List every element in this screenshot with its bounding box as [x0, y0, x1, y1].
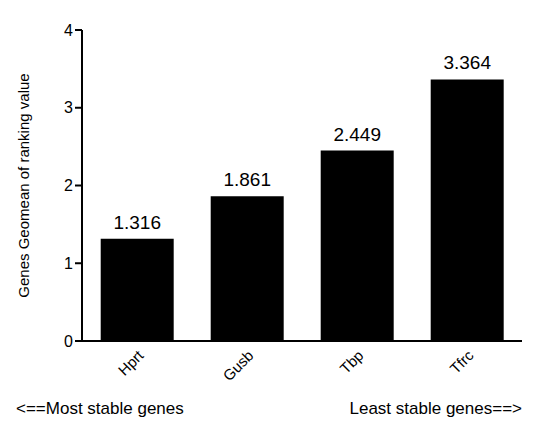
- svg-text:Genes Geomean of ranking value: Genes Geomean of ranking value: [15, 73, 32, 297]
- svg-text:0: 0: [64, 333, 73, 350]
- svg-text:4: 4: [64, 22, 73, 39]
- svg-text:Hprt: Hprt: [115, 346, 148, 379]
- html-text:<==Most stable genes: <==Most stable genes: [16, 399, 184, 418]
- svg-text:2.449: 2.449: [333, 124, 381, 145]
- html-text:Least stable genes==>: Least stable genes==>: [349, 399, 522, 418]
- svg-text:1.861: 1.861: [223, 169, 271, 190]
- svg-text:2: 2: [64, 177, 73, 194]
- svg-text:3: 3: [64, 99, 73, 116]
- svg-text:1: 1: [64, 255, 73, 272]
- svg-text:Tbp: Tbp: [336, 347, 366, 377]
- svg-text:1.316: 1.316: [113, 212, 161, 233]
- svg-text:3.364: 3.364: [443, 52, 491, 73]
- svg-text:Gusb: Gusb: [219, 347, 256, 384]
- svg-text:Tfrc: Tfrc: [446, 346, 477, 377]
